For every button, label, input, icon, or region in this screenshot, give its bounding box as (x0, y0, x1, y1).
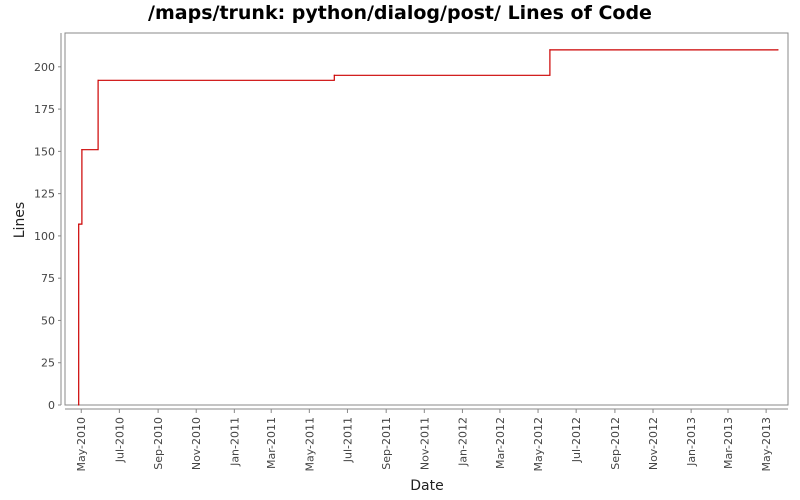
x-tick-label: Sep-2011 (380, 417, 393, 470)
x-tick-label: Nov-2012 (647, 417, 660, 470)
y-axis: 0 25 50 75 100 125 150 175 200 (34, 33, 62, 412)
plot-area (64, 32, 789, 406)
data-point (549, 49, 551, 51)
x-axis: May-2010 Jul-2010 Sep-2010 Nov-2010 Jan-2011… (65, 408, 788, 472)
x-tick-label: Jul-2010 (113, 417, 126, 463)
x-tick-label: Mar-2013 (722, 417, 735, 469)
data-point (777, 49, 779, 51)
data-point (78, 223, 80, 225)
series-layer (78, 49, 779, 406)
x-tick-label: May-2013 (760, 417, 773, 472)
data-point (78, 404, 80, 406)
y-tick-label: 50 (41, 314, 55, 327)
y-tick-label: 0 (48, 399, 55, 412)
chart-title: /maps/trunk: python/dialog/post/ Lines o… (148, 2, 652, 24)
x-tick-label: Jul-2011 (341, 417, 354, 463)
x-tick-label: Sep-2010 (152, 417, 165, 470)
y-tick-label: 175 (34, 103, 55, 116)
x-tick-label: Jan-2011 (228, 417, 241, 467)
y-tick-label: 150 (34, 145, 55, 158)
x-tick-label: Nov-2010 (190, 417, 203, 470)
x-tick-label: May-2011 (303, 417, 316, 472)
x-tick-label: Mar-2012 (494, 417, 507, 469)
x-tick-label: Jan-2012 (456, 417, 469, 467)
y-tick-label: 200 (34, 61, 55, 74)
y-tick-label: 25 (41, 357, 55, 370)
y-tick-label: 75 (41, 272, 55, 285)
y-axis-title: Lines (12, 202, 28, 238)
x-tick-label: May-2012 (532, 417, 545, 472)
x-tick-label: May-2010 (75, 417, 88, 472)
data-point (97, 79, 99, 81)
y-tick-label: 100 (34, 230, 55, 243)
data-point (81, 149, 83, 151)
x-tick-label: Mar-2011 (265, 417, 278, 469)
plot-frame (64, 32, 789, 406)
x-tick-label: Nov-2011 (418, 417, 431, 470)
x-axis-title: Date (410, 478, 443, 494)
x-tick-label: Sep-2012 (609, 417, 622, 470)
data-point (333, 74, 335, 76)
x-tick-label: Jan-2013 (685, 417, 698, 467)
x-tick-label: Jul-2012 (570, 417, 583, 463)
y-tick-label: 125 (34, 188, 55, 201)
